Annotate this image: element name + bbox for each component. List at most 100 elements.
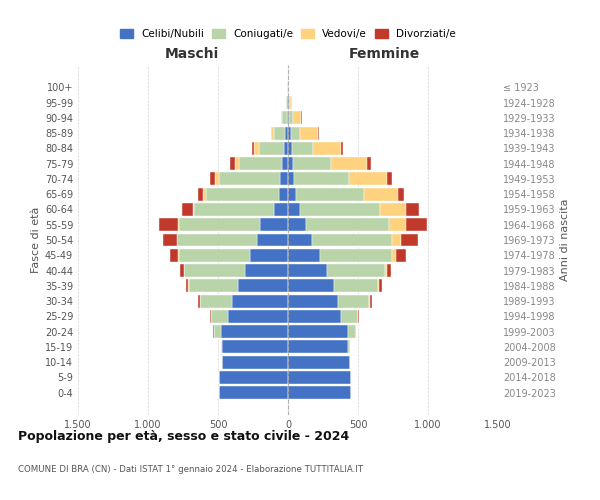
Bar [200,294,232,308]
Bar [178,234,257,246]
Bar [257,234,288,246]
Bar [210,310,211,323]
Bar [380,203,406,216]
Text: Femmine: Femmine [349,48,420,62]
Bar [289,96,290,109]
Bar [367,157,371,170]
Bar [293,112,301,124]
Bar [306,218,389,231]
Bar [222,340,288,353]
Bar [221,340,222,353]
Bar [284,142,288,155]
Bar [188,280,238,292]
Bar [406,218,427,231]
Bar [312,234,392,246]
Bar [285,126,288,140]
Bar [288,96,289,109]
Bar [295,172,349,186]
Bar [283,112,287,124]
Bar [230,157,235,170]
Bar [220,371,288,384]
Bar [280,172,288,186]
Bar [214,325,221,338]
Bar [232,294,288,308]
Bar [245,264,288,277]
Bar [288,294,338,308]
Bar [288,371,351,384]
Bar [364,188,398,200]
Bar [203,188,206,200]
Bar [387,264,391,277]
Bar [288,280,334,292]
Bar [392,249,396,262]
Bar [222,356,288,368]
Bar [228,310,288,323]
Bar [318,126,319,140]
Bar [398,188,404,200]
Bar [300,203,380,216]
Bar [385,264,387,277]
Bar [288,310,341,323]
Bar [300,126,318,140]
Bar [288,356,350,368]
Bar [288,386,351,399]
Bar [279,188,288,200]
Bar [163,234,176,246]
Bar [182,203,193,216]
Bar [288,325,348,338]
Bar [377,280,379,292]
Bar [296,188,364,200]
Bar [235,157,239,170]
Bar [327,264,385,277]
Bar [288,340,348,353]
Bar [254,142,259,155]
Bar [250,249,288,262]
Bar [389,218,406,231]
Bar [283,157,288,170]
Bar [220,386,288,399]
Bar [331,157,367,170]
Bar [218,172,280,186]
Text: Popolazione per età, sesso e stato civile - 2024: Popolazione per età, sesso e stato civil… [18,430,349,443]
Bar [292,142,313,155]
Bar [193,203,194,216]
Bar [239,157,283,170]
Bar [401,234,418,246]
Bar [176,234,178,246]
Bar [288,234,312,246]
Bar [271,126,274,140]
Y-axis label: Anni di nascita: Anni di nascita [560,198,570,281]
Bar [358,310,359,323]
Bar [387,172,392,186]
Bar [348,340,350,353]
Bar [341,310,358,323]
Bar [288,249,320,262]
Bar [288,188,296,200]
Bar [396,249,406,262]
Bar [274,203,288,216]
Text: Maschi: Maschi [164,48,218,62]
Bar [369,294,370,308]
Bar [274,126,285,140]
Text: COMUNE DI BRA (CN) - Dati ISTAT 1° gennaio 2024 - Elaborazione TUTTITALIA.IT: COMUNE DI BRA (CN) - Dati ISTAT 1° genna… [18,465,363,474]
Bar [184,264,245,277]
Bar [291,126,300,140]
Bar [185,280,188,292]
Bar [160,218,178,231]
Bar [288,126,291,140]
Bar [259,142,284,155]
Bar [392,234,401,246]
Bar [179,249,250,262]
Bar [341,142,343,155]
Bar [289,112,293,124]
Bar [287,112,288,124]
Bar [281,112,283,124]
Bar [215,172,218,186]
Bar [334,280,377,292]
Bar [379,280,382,292]
Bar [260,218,288,231]
Bar [349,172,387,186]
Bar [370,294,372,308]
Bar [288,172,295,186]
Bar [290,96,292,109]
